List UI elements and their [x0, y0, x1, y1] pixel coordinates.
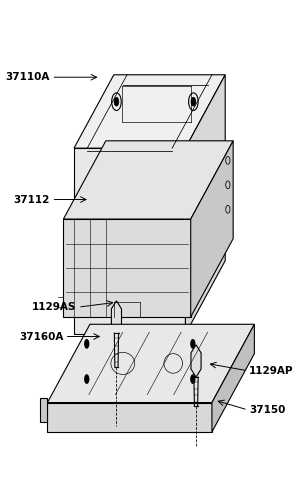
Circle shape: [84, 339, 89, 349]
Polygon shape: [191, 345, 201, 377]
Polygon shape: [212, 324, 254, 432]
Polygon shape: [63, 219, 191, 317]
Polygon shape: [48, 402, 212, 432]
Polygon shape: [112, 301, 121, 333]
Circle shape: [124, 337, 130, 348]
Text: 37160A: 37160A: [19, 332, 63, 341]
Polygon shape: [74, 148, 185, 334]
Polygon shape: [95, 334, 143, 356]
Circle shape: [190, 374, 196, 384]
Text: 37110A: 37110A: [6, 72, 50, 82]
Text: 1129AS: 1129AS: [32, 302, 77, 312]
Polygon shape: [191, 141, 233, 317]
Circle shape: [84, 374, 89, 384]
Circle shape: [106, 335, 116, 353]
Polygon shape: [74, 75, 225, 148]
Text: 1129AP: 1129AP: [249, 366, 294, 376]
Circle shape: [109, 339, 114, 348]
Circle shape: [114, 97, 119, 106]
Circle shape: [190, 339, 196, 349]
Text: 37112: 37112: [14, 194, 50, 205]
Polygon shape: [185, 75, 225, 334]
Polygon shape: [39, 398, 48, 422]
Text: 37150: 37150: [249, 405, 286, 415]
Polygon shape: [48, 324, 254, 402]
Polygon shape: [63, 141, 233, 219]
Circle shape: [191, 97, 196, 106]
